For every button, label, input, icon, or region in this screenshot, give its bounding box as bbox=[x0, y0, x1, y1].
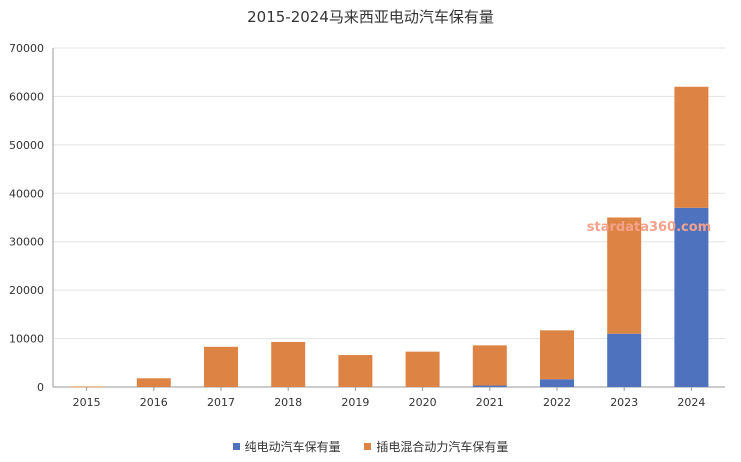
chart-legend: 纯电动汽车保有量 插电混合动力汽车保有量 bbox=[0, 438, 741, 455]
bar-bev-2022 bbox=[540, 379, 574, 387]
x-tick-label-2019: 2019 bbox=[341, 396, 369, 409]
y-tick-label-20000: 20000 bbox=[9, 284, 44, 297]
y-tick-label-50000: 50000 bbox=[9, 139, 44, 152]
x-tick-label-2021: 2021 bbox=[476, 396, 504, 409]
legend-label-bev: 纯电动汽车保有量 bbox=[244, 440, 341, 454]
bar-phev-2017 bbox=[204, 346, 238, 387]
x-tick-label-2017: 2017 bbox=[207, 396, 235, 409]
bar-phev-2023 bbox=[607, 217, 642, 334]
x-tick-label-2023: 2023 bbox=[610, 396, 638, 409]
x-tick-label-2018: 2018 bbox=[274, 396, 302, 409]
legend-swatch-bev bbox=[232, 443, 240, 450]
watermark-text: stardata360.com bbox=[587, 220, 711, 235]
legend-label-phev: 插电混合动力汽车保有量 bbox=[376, 440, 509, 454]
bar-phev-2021 bbox=[472, 345, 507, 386]
x-tick-label-2024: 2024 bbox=[677, 396, 705, 409]
legend-item-bev[interactable]: 纯电动汽车保有量 bbox=[232, 438, 341, 455]
bar-phev-2020 bbox=[405, 351, 440, 387]
x-tick-label-2016: 2016 bbox=[140, 396, 168, 409]
y-tick-label-40000: 40000 bbox=[9, 187, 44, 200]
x-tick-label-2022: 2022 bbox=[543, 396, 571, 409]
y-tick-label-60000: 60000 bbox=[9, 90, 44, 103]
y-tick-label-30000: 30000 bbox=[9, 236, 44, 249]
y-tick-label-10000: 10000 bbox=[9, 333, 44, 346]
bar-phev-2015 bbox=[69, 386, 104, 388]
bar-phev-2022 bbox=[540, 330, 574, 380]
y-tick-label-0: 0 bbox=[37, 381, 44, 394]
bar-phev-2024 bbox=[674, 86, 709, 208]
y-tick-label-70000: 70000 bbox=[9, 42, 44, 55]
bar-phev-2016 bbox=[136, 378, 171, 387]
bar-phev-2019 bbox=[338, 355, 373, 387]
legend-swatch-phev bbox=[364, 443, 372, 450]
legend-item-phev[interactable]: 插电混合动力汽车保有量 bbox=[364, 438, 508, 455]
bar-phev-2018 bbox=[271, 341, 306, 387]
chart-title: 2015-2024马来西亚电动汽车保有量 bbox=[247, 8, 494, 26]
bar-bev-2023 bbox=[607, 333, 642, 387]
x-tick-label-2020: 2020 bbox=[409, 396, 437, 409]
bar-bev-2024 bbox=[674, 207, 709, 387]
x-tick-label-2015: 2015 bbox=[73, 396, 101, 409]
bar-bev-2021 bbox=[472, 385, 507, 387]
